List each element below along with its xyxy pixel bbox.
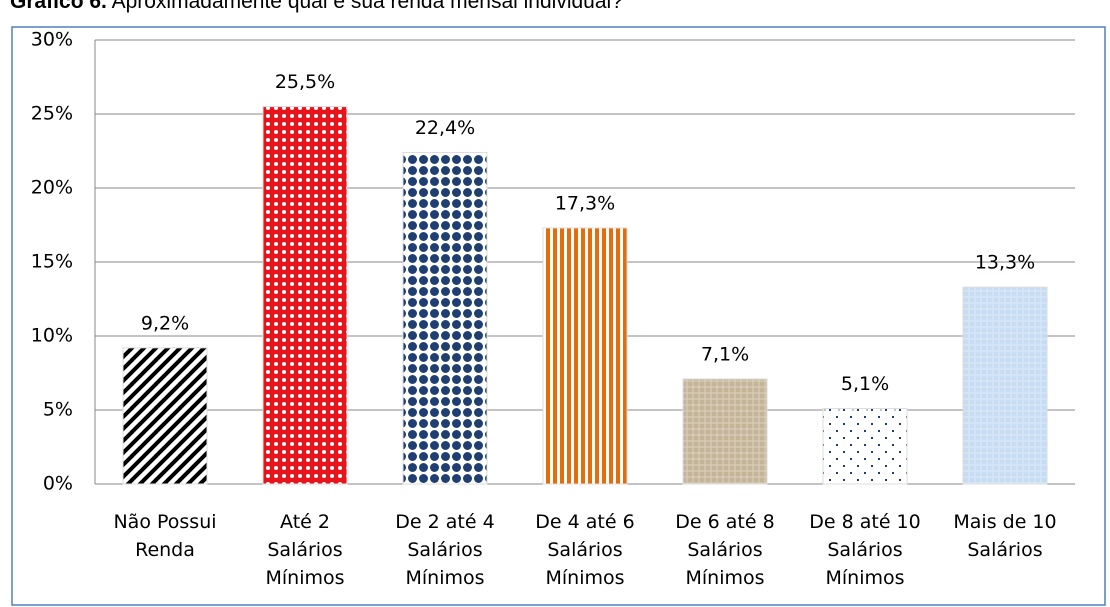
bar xyxy=(682,378,768,485)
bar xyxy=(822,408,908,485)
x-tick-label: De 6 até 8 Salários Mínimos xyxy=(675,511,774,589)
x-tick-label: Não Possui Renda xyxy=(113,511,216,561)
chart-heading: Gráfico 6. Aproximadamente qual é sua re… xyxy=(10,0,623,13)
x-tick-label: De 4 até 6 Salários Mínimos xyxy=(535,511,634,589)
data-label: 13,3% xyxy=(975,252,1035,274)
data-label: 25,5% xyxy=(275,71,335,93)
y-tick-label: 0% xyxy=(43,473,73,495)
bar xyxy=(122,347,208,485)
y-tick-label: 10% xyxy=(31,325,73,347)
title-label: Gráfico 6. xyxy=(10,0,107,13)
data-label: 22,4% xyxy=(415,117,475,139)
data-label: 9,2% xyxy=(141,312,189,334)
x-tick-label: Até 2 Salários Mínimos xyxy=(265,511,344,589)
x-tick-label: De 2 até 4 Salários Mínimos xyxy=(395,511,494,589)
x-tick-label: Mais de 10 Salários xyxy=(953,511,1056,561)
y-tick-label: 30% xyxy=(31,29,73,51)
bar xyxy=(542,227,628,485)
data-label: 5,1% xyxy=(841,373,889,395)
y-tick-label: 5% xyxy=(43,399,73,421)
y-tick-label: 20% xyxy=(31,177,73,199)
y-tick-label: 15% xyxy=(31,251,73,273)
x-tick-label: De 8 até 10 Salários Mínimos xyxy=(809,511,921,589)
bar xyxy=(962,286,1048,485)
bar xyxy=(262,106,348,485)
data-label: 7,1% xyxy=(701,343,749,365)
data-label: 17,3% xyxy=(555,192,615,214)
chart-title: Aproximadamente qual é sua renda mensal … xyxy=(112,0,623,13)
bar xyxy=(402,151,488,485)
y-tick-label: 25% xyxy=(31,103,73,125)
